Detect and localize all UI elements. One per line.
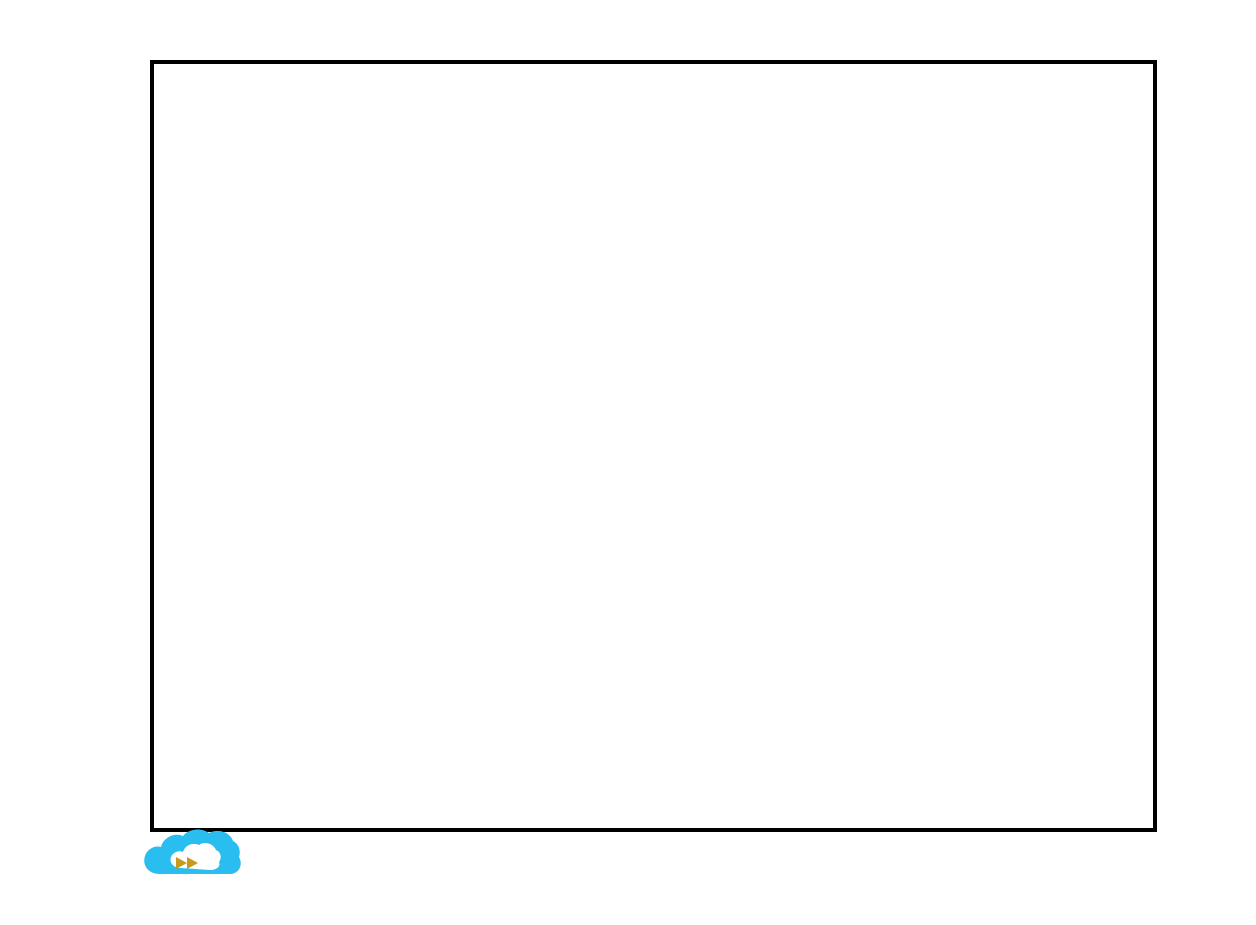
cloud-icon <box>144 829 241 874</box>
seevccc-logo <box>144 829 241 874</box>
arrow-icon <box>176 857 198 869</box>
map-border <box>150 60 1157 832</box>
